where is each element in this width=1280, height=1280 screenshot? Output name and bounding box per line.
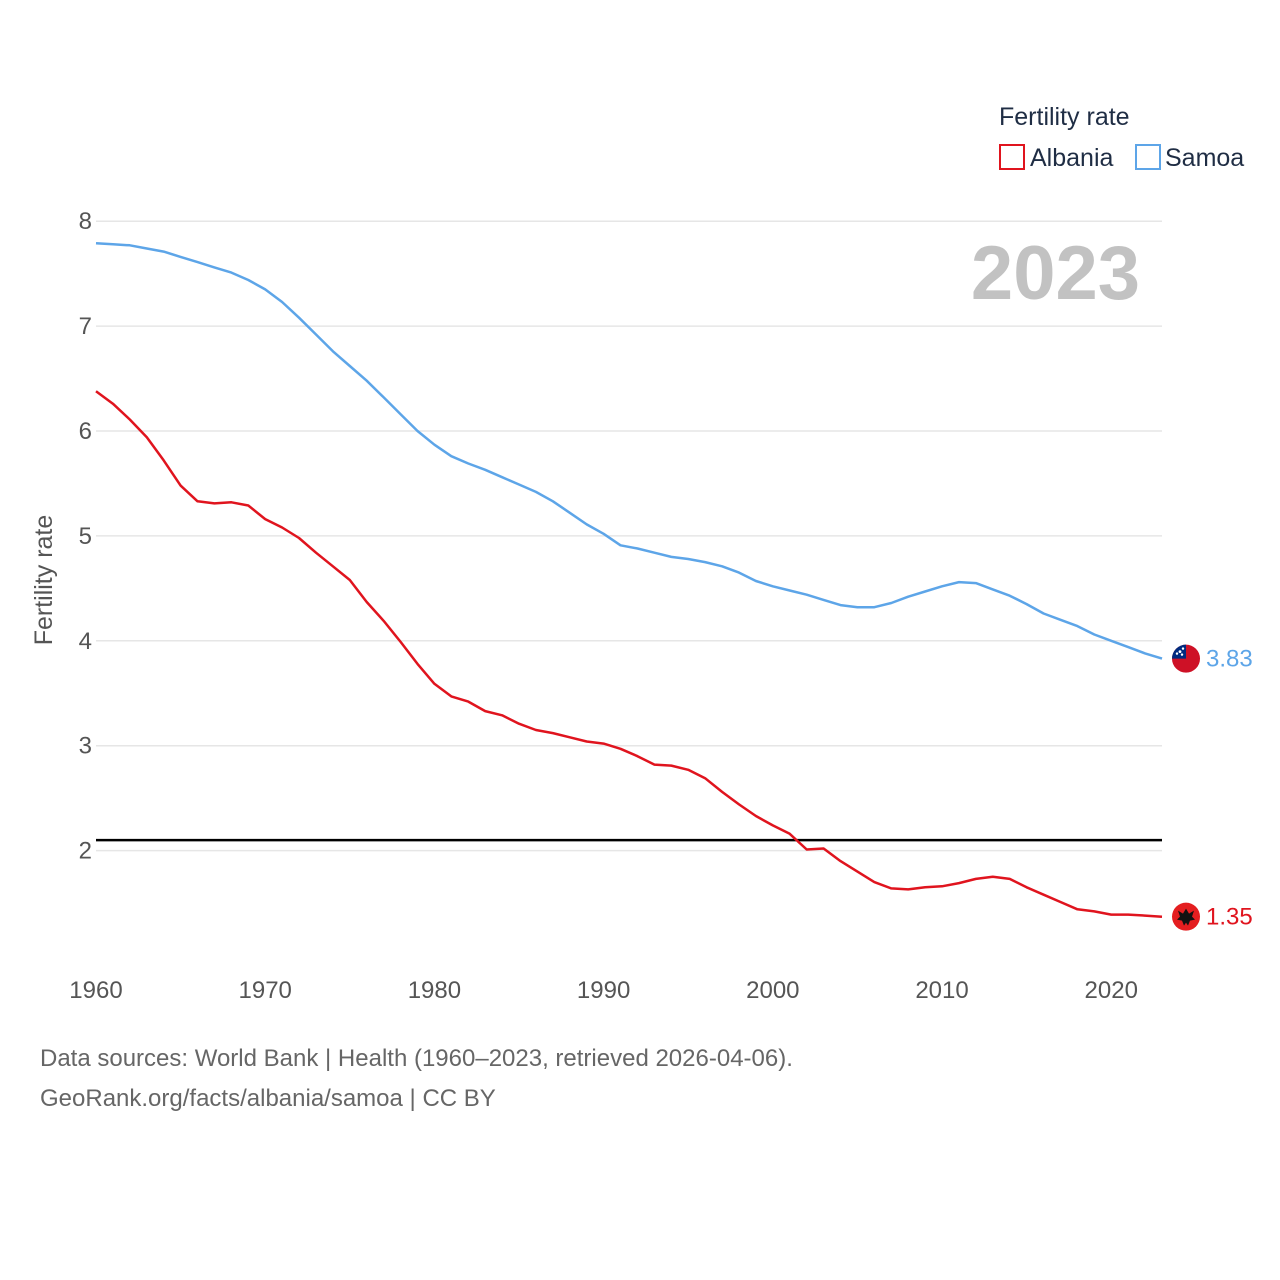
y-tick-label: 4 (79, 628, 92, 655)
legend: Fertility rate Albania Samoa (999, 103, 1244, 172)
y-tick-label: 8 (79, 208, 92, 235)
x-tick-label: 2000 (746, 977, 799, 1004)
series-line-albania (95, 390, 1163, 918)
y-tick-label: 7 (79, 313, 92, 340)
legend-title: Fertility rate (999, 103, 1130, 131)
x-axis-ticks: 1960 1970 1980 1990 2000 2010 2020 (69, 977, 1138, 1004)
x-tick-label: 1990 (577, 977, 630, 1004)
series-line-samoa (95, 242, 1163, 660)
data-source-note: Data sources: World Bank | Health (1960–… (40, 1045, 793, 1072)
legend-swatch-albania (999, 144, 1025, 170)
albania-flag-icon (1172, 902, 1200, 931)
legend-label-albania: Albania (1030, 144, 1113, 172)
legend-label-samoa: Samoa (1165, 144, 1244, 172)
y-tick-label: 6 (79, 418, 92, 445)
series-lines (95, 242, 1163, 918)
x-tick-label: 2010 (915, 977, 968, 1004)
year-display: 2023 (971, 231, 1140, 316)
legend-swatch-samoa (1135, 144, 1161, 170)
y-tick-label: 3 (79, 733, 92, 760)
y-axis-title: Fertility rate (30, 515, 58, 646)
albania-end-label: 1.35 (1206, 904, 1253, 931)
gridlines (96, 220, 1162, 852)
x-tick-label: 1980 (408, 977, 461, 1004)
x-tick-label: 1970 (239, 977, 292, 1004)
x-tick-label: 1960 (69, 977, 122, 1004)
x-tick-label: 2020 (1085, 977, 1138, 1004)
source-link[interactable]: GeoRank.org/facts/albania/samoa | CC BY (40, 1085, 496, 1112)
samoa-flag-icon (1172, 644, 1200, 673)
y-tick-label: 2 (79, 838, 92, 865)
y-axis-ticks: 2 3 4 5 6 7 8 (79, 208, 92, 864)
samoa-end-label: 3.83 (1206, 646, 1253, 673)
y-tick-label: 5 (79, 523, 92, 550)
